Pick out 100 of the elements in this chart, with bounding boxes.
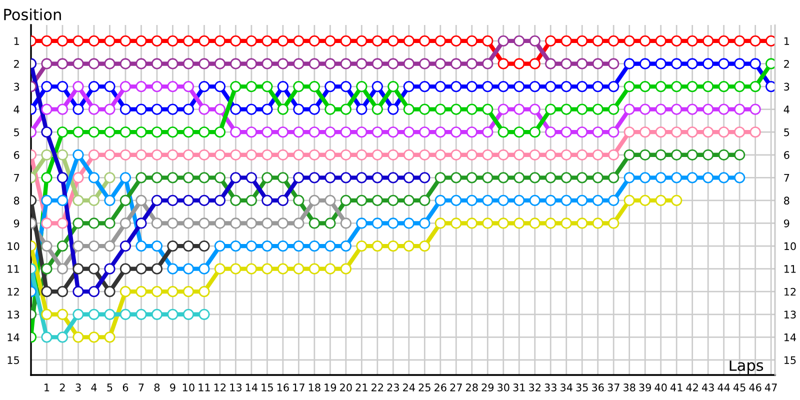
point [608, 80, 620, 92]
point [482, 80, 494, 92]
point [277, 126, 288, 138]
point [214, 263, 226, 274]
point [560, 218, 572, 229]
x-tick-label: 28 [466, 384, 478, 392]
point [655, 35, 666, 47]
point [482, 172, 494, 184]
point [718, 80, 730, 92]
point [104, 286, 116, 298]
point [514, 149, 525, 160]
point [41, 149, 52, 160]
y2-tick-label: 6 [784, 151, 790, 159]
point [167, 194, 178, 206]
point [277, 194, 288, 206]
point [136, 286, 147, 298]
point [136, 172, 147, 184]
point [324, 172, 336, 184]
point [482, 104, 494, 115]
point [340, 218, 352, 229]
point [686, 149, 698, 160]
point [88, 308, 100, 320]
point [466, 172, 478, 184]
point [608, 126, 620, 138]
point [198, 308, 210, 320]
point [466, 126, 478, 138]
point [498, 172, 509, 184]
point [529, 35, 540, 47]
point [419, 240, 430, 252]
point [671, 104, 682, 115]
point [560, 35, 572, 47]
point [56, 194, 68, 206]
y2-tick-label: 10 [784, 242, 796, 250]
point [88, 149, 100, 160]
point [624, 35, 635, 47]
y-axis-title: Position [4, 8, 61, 20]
point [545, 149, 556, 160]
point [56, 126, 68, 138]
point [419, 104, 430, 115]
point [198, 58, 210, 70]
point [72, 263, 84, 274]
x-tick-label: 19 [324, 384, 336, 392]
point [56, 172, 68, 184]
point [308, 35, 320, 47]
point [56, 263, 68, 274]
point [167, 149, 178, 160]
point [655, 172, 666, 184]
point [434, 149, 446, 160]
point [450, 104, 462, 115]
point [372, 194, 383, 206]
point [686, 172, 698, 184]
point [356, 149, 368, 160]
point [246, 104, 257, 115]
point [308, 263, 320, 274]
point [308, 58, 320, 70]
point [655, 80, 666, 92]
point [41, 104, 52, 115]
point [151, 218, 163, 229]
point [671, 80, 682, 92]
point [120, 58, 132, 70]
x-tick-label: 24 [403, 384, 415, 392]
point [120, 35, 132, 47]
point [72, 35, 84, 47]
point [262, 104, 273, 115]
point [88, 263, 100, 274]
point [293, 104, 304, 115]
point [246, 35, 257, 47]
point [308, 240, 320, 252]
point [230, 126, 242, 138]
point [214, 35, 226, 47]
x-tick-label: 44 [718, 384, 730, 392]
point [88, 172, 100, 184]
point [655, 104, 666, 115]
point [592, 194, 604, 206]
point [640, 80, 651, 92]
point [403, 172, 414, 184]
point [419, 35, 430, 47]
point [750, 126, 761, 138]
point [356, 194, 368, 206]
point [403, 240, 414, 252]
x-tick-label: 43 [702, 384, 714, 392]
point [560, 58, 572, 70]
y-tick-label: 15 [8, 356, 19, 364]
x-tick-label: 9 [170, 384, 176, 392]
point [56, 35, 68, 47]
point [88, 126, 100, 138]
point [340, 172, 352, 184]
point [529, 218, 540, 229]
point [403, 35, 414, 47]
point [167, 80, 178, 92]
point [262, 58, 273, 70]
point [482, 126, 494, 138]
point [498, 126, 509, 138]
x-tick-label: 26 [434, 384, 446, 392]
point [230, 240, 242, 252]
point [56, 308, 68, 320]
point [277, 80, 288, 92]
x-tick-label: 15 [262, 384, 273, 392]
point [246, 240, 257, 252]
y-tick-label: 4 [14, 106, 20, 114]
